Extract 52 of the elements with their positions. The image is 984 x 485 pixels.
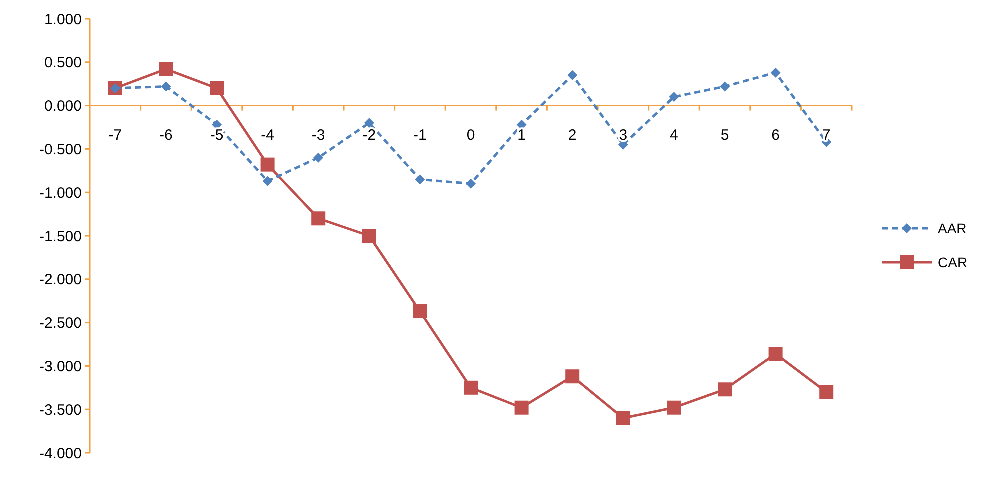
point (820, 385, 834, 400)
point (514, 400, 529, 415)
point (212, 120, 222, 130)
x-tick-label: -3 (312, 126, 326, 144)
point (464, 380, 478, 395)
point (669, 92, 680, 102)
x-tick-label: 6 (772, 126, 780, 144)
y-tick-label: -1.500 (39, 228, 82, 246)
x-tick-label: 3 (619, 126, 628, 144)
point (210, 81, 224, 96)
x-tick-label: -1 (414, 126, 427, 144)
y-tick-label: -2.500 (39, 315, 82, 332)
point (667, 400, 682, 415)
point (568, 70, 578, 80)
x-tick-label: 5 (720, 126, 730, 144)
point (616, 411, 630, 426)
y-tick-label: 0.500 (44, 54, 82, 72)
point (260, 158, 275, 172)
x-tick-label: -7 (108, 126, 122, 144)
point (362, 229, 376, 243)
x-tick-label: -6 (160, 126, 173, 144)
y-tick-label: -3.000 (39, 358, 82, 376)
point (720, 82, 730, 92)
y-tick-label: 1.000 (44, 11, 82, 28)
x-tick-label: 4 (670, 126, 678, 144)
point (768, 347, 783, 362)
point (413, 304, 428, 319)
point (466, 178, 476, 189)
y-tick-label: -3.500 (39, 402, 82, 419)
y-tick-label: -2.000 (39, 272, 82, 289)
point (312, 212, 326, 226)
x-tick-label: -2 (362, 126, 376, 144)
x-tick-label: 1 (518, 126, 526, 144)
point (314, 152, 324, 163)
point (159, 62, 174, 76)
point (415, 174, 426, 185)
y-tick-label: -4.000 (39, 445, 82, 462)
point (718, 382, 732, 397)
point (262, 176, 273, 186)
y-tick-label: 0.000 (44, 98, 82, 116)
x-tick-label: -4 (261, 126, 274, 144)
legend-label: CAR (938, 254, 968, 270)
y-tick-label: -0.500 (39, 141, 82, 158)
x-tick-label: -5 (210, 126, 224, 144)
point (770, 68, 781, 78)
y-tick-label: -1.000 (39, 184, 82, 202)
point (566, 370, 580, 384)
legend-label: AAR (938, 220, 967, 236)
x-tick-label: 0 (466, 126, 476, 144)
point (364, 118, 374, 128)
point (161, 82, 172, 92)
x-tick-label: 2 (568, 126, 577, 144)
